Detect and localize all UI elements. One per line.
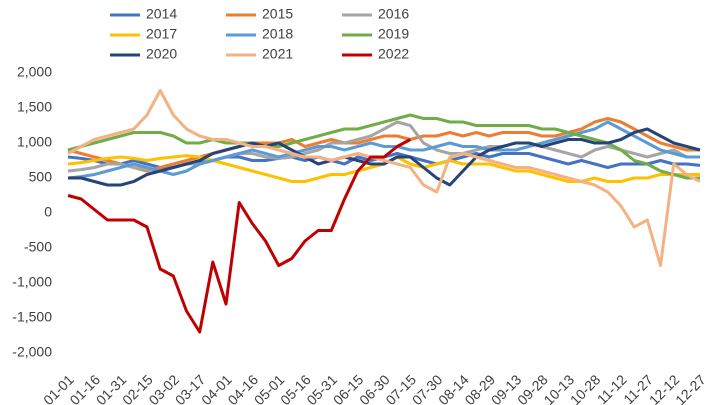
legend-label: 2020 — [146, 46, 177, 62]
legend-label: 2016 — [378, 6, 409, 22]
series-line — [67, 89, 701, 267]
y-tick-label: 1,500 — [17, 99, 52, 115]
series-line — [67, 138, 412, 334]
series-line — [67, 117, 700, 173]
x-tick-label: 12-27 — [672, 371, 709, 405]
series-line — [67, 120, 700, 180]
legend-label: 2017 — [146, 26, 177, 42]
y-tick-label: 2,000 — [17, 64, 52, 80]
legend-label: 2014 — [146, 6, 177, 22]
series-line — [67, 113, 700, 180]
legend-label: 2015 — [262, 6, 293, 22]
y-tick-label: -1,500 — [12, 309, 52, 325]
y-tick-label: 1,000 — [17, 134, 52, 150]
y-tick-label: -500 — [24, 239, 52, 255]
y-tick-label: 0 — [44, 204, 52, 220]
legend-label: 2021 — [262, 46, 293, 62]
y-tick-label: -1,000 — [12, 274, 52, 290]
legend-label: 2022 — [378, 46, 409, 62]
legend-label: 2018 — [262, 26, 293, 42]
y-tick-label: -2,000 — [12, 344, 52, 360]
legend-label: 2019 — [378, 26, 409, 42]
y-tick-label: 500 — [29, 169, 53, 185]
series-line — [68, 127, 701, 187]
